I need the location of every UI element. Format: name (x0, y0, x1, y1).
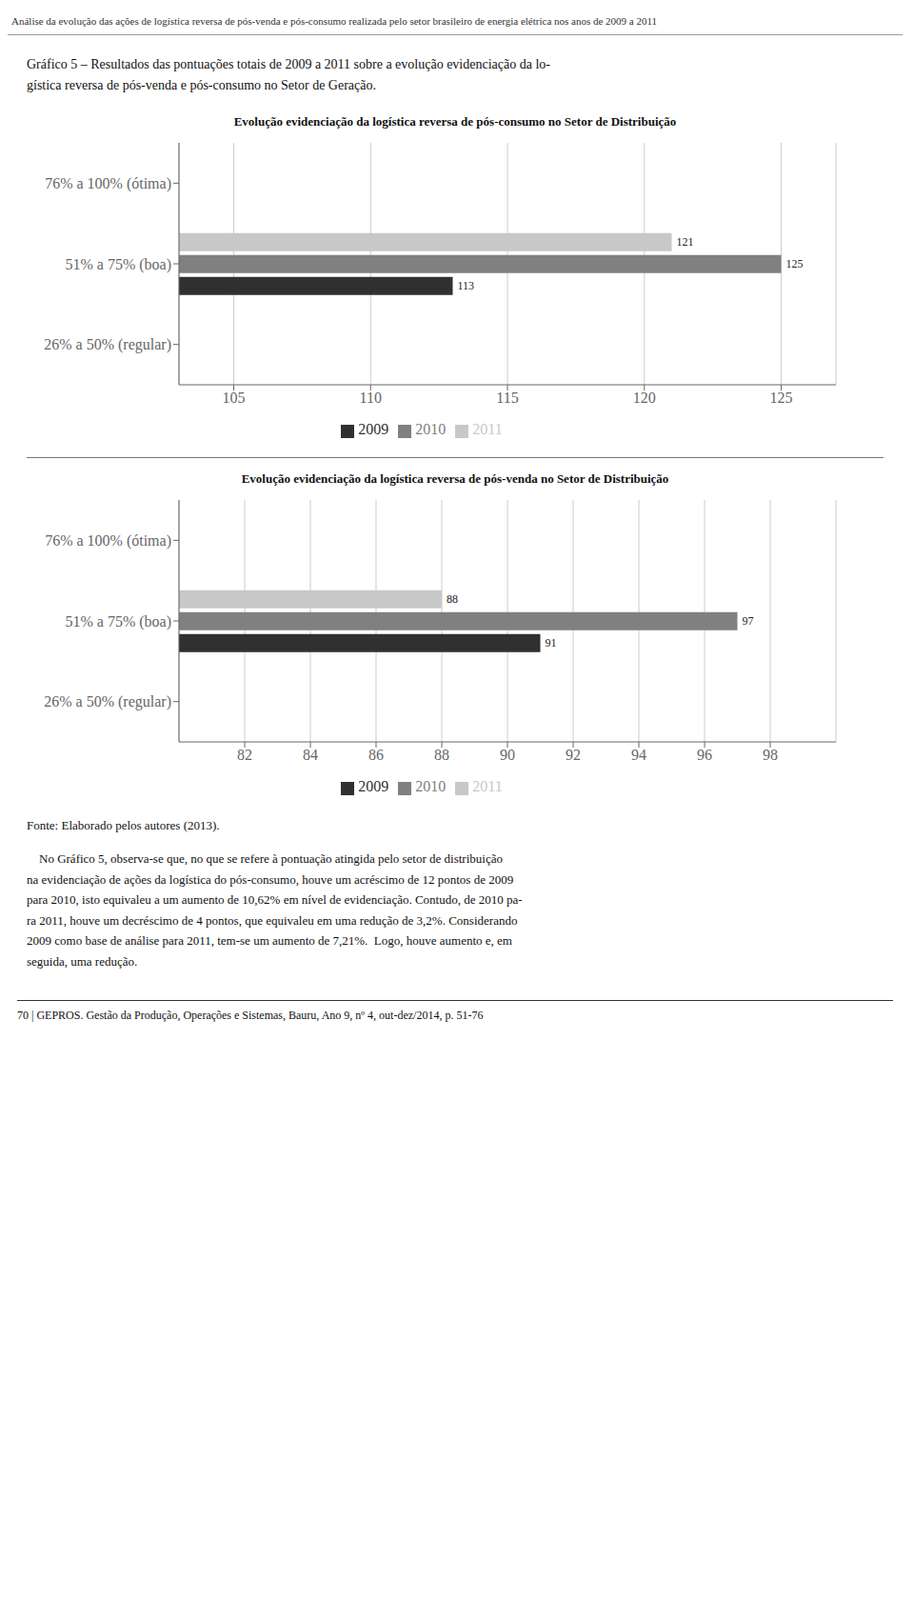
svg-text:120: 120 (633, 390, 656, 407)
html-text:Gráfico 5 – Resultados das pon: Gráfico 5 – Resultados das pontuações to… (26, 57, 551, 93)
html-text:No Gráfico 5, observa-se que,: No Gráfico 5, observa-se que, no que se … (26, 851, 523, 968)
html-text:2010: 2010 (415, 421, 446, 438)
svg-text:84: 84 (302, 747, 318, 764)
svg-text:105: 105 (222, 390, 246, 407)
svg-text:90: 90 (499, 747, 516, 764)
svg-text:76% a 100% (ótima): 76% a 100% (ótima) (44, 175, 172, 193)
svg-text:125: 125 (786, 258, 804, 272)
svg-text:88: 88 (434, 747, 450, 764)
html-text:2011: 2011 (472, 778, 503, 795)
html-text:70 | GEPROS. Gestão da Produçã: 70 | GEPROS. Gestão da Produção, Operaçõ… (17, 1008, 484, 1022)
html-text:Evolução evidenciação da logís: Evolução evidenciação da logística rever… (233, 114, 677, 129)
html-text:Fonte: Elaborado pelos autores: Fonte: Elaborado pelos autores (2013). (26, 818, 220, 833)
svg-text:26% a 50% (regular): 26% a 50% (regular) (43, 694, 172, 712)
html-text:Análise da evolução das ações: Análise da evolução das ações de logísti… (11, 15, 658, 27)
svg-text:91: 91 (545, 636, 557, 651)
svg-text:96: 96 (696, 747, 713, 764)
html-text:2010: 2010 (415, 778, 446, 795)
html-text:2009: 2009 (358, 778, 389, 795)
svg-text:113: 113 (457, 279, 476, 294)
svg-text:115: 115 (496, 390, 518, 407)
svg-text:98: 98 (762, 747, 778, 764)
svg-text:76% a 100% (ótima): 76% a 100% (ótima) (44, 532, 172, 550)
html-text:2011: 2011 (472, 421, 503, 438)
svg-text:121: 121 (676, 236, 695, 250)
svg-text:82: 82 (237, 747, 253, 764)
svg-text:51% a 75% (boa): 51% a 75% (boa) (64, 613, 172, 631)
svg-text:51% a 75% (boa): 51% a 75% (boa) (64, 256, 172, 274)
svg-text:26% a 50% (regular): 26% a 50% (regular) (43, 337, 172, 355)
svg-text:92: 92 (565, 747, 581, 764)
svg-text:97: 97 (742, 615, 755, 629)
html-text:2009: 2009 (358, 421, 389, 438)
html-text:Evolução evidenciação da logís: Evolução evidenciação da logística rever… (241, 471, 669, 486)
svg-text:125: 125 (770, 390, 794, 407)
svg-text:94: 94 (631, 747, 647, 764)
svg-text:88: 88 (446, 593, 458, 607)
svg-text:110: 110 (359, 390, 382, 407)
svg-text:86: 86 (368, 747, 384, 764)
